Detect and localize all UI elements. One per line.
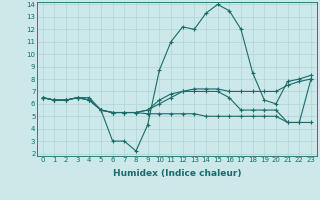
X-axis label: Humidex (Indice chaleur): Humidex (Indice chaleur) <box>113 169 241 178</box>
